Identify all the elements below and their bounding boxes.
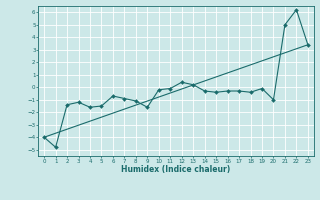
X-axis label: Humidex (Indice chaleur): Humidex (Indice chaleur): [121, 165, 231, 174]
